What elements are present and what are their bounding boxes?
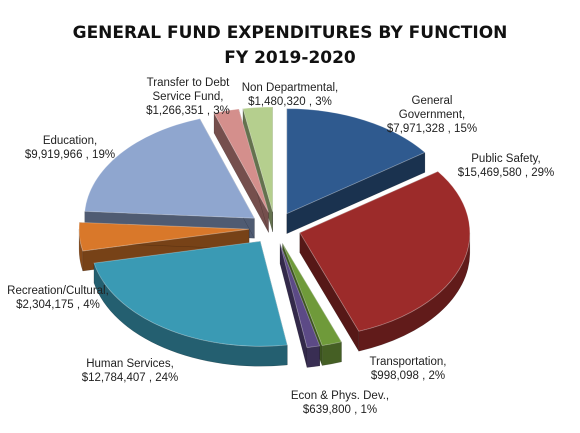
- label-transportation-2: $998,098 , 2%: [371, 370, 445, 382]
- label-human-services-2: $12,784,407 , 24%: [82, 372, 179, 384]
- label-recreation-cultural-1: Recreation/Cultural,: [7, 285, 109, 297]
- slice-recreation-cultural: [78, 221, 250, 252]
- chart-title-line1: GENERAL FUND EXPENDITURES BY FUNCTION: [73, 23, 508, 43]
- label-human-services-1: Human Services,: [86, 358, 174, 370]
- label-general-government-3: $7,971,328 , 15%: [387, 123, 477, 135]
- slice-labels: General Government, $7,971,328 , 15% Pub…: [7, 77, 554, 416]
- label-public-safety-1: Public Safety,: [471, 153, 540, 165]
- slice-econ-phys-dev: [279, 243, 321, 348]
- label-non-departmental-2: $1,480,320 , 3%: [248, 96, 332, 108]
- slice-non-departmental: [242, 106, 274, 213]
- slice-human-services: [93, 240, 288, 347]
- slice-general-government: [286, 108, 426, 215]
- label-education-1: Education,: [43, 135, 97, 147]
- slice-transportation: [282, 243, 343, 346]
- label-education-2: $9,919,966 , 19%: [25, 149, 115, 161]
- slice-public-safety: [299, 170, 471, 332]
- chart-title-line2: FY 2019-2020: [224, 48, 356, 68]
- label-general-government-1: General: [412, 95, 453, 107]
- label-econ-phys-dev-1: Econ & Phys. Dev.,: [291, 390, 389, 402]
- label-non-departmental-1: Non Departmental,: [242, 82, 339, 94]
- label-econ-phys-dev-2: $639,800 , 1%: [303, 404, 377, 416]
- slice-education: [84, 118, 256, 219]
- label-transfer-debt-2: Service Fund,: [153, 91, 224, 103]
- label-transfer-debt-1: Transfer to Debt: [147, 77, 230, 89]
- label-transfer-debt-3: $1,266,351 , 3%: [146, 105, 230, 117]
- slice-transfer-to-debt-service-fund: [213, 108, 269, 213]
- label-transportation-1: Transportation,: [370, 356, 447, 368]
- label-general-government-2: Government,: [399, 109, 465, 121]
- label-public-safety-2: $15,469,580 , 29%: [458, 167, 555, 179]
- label-recreation-cultural-2: $2,304,175 , 4%: [16, 299, 100, 311]
- slice-side-general-government: [286, 108, 426, 235]
- slices-layer: [78, 106, 471, 368]
